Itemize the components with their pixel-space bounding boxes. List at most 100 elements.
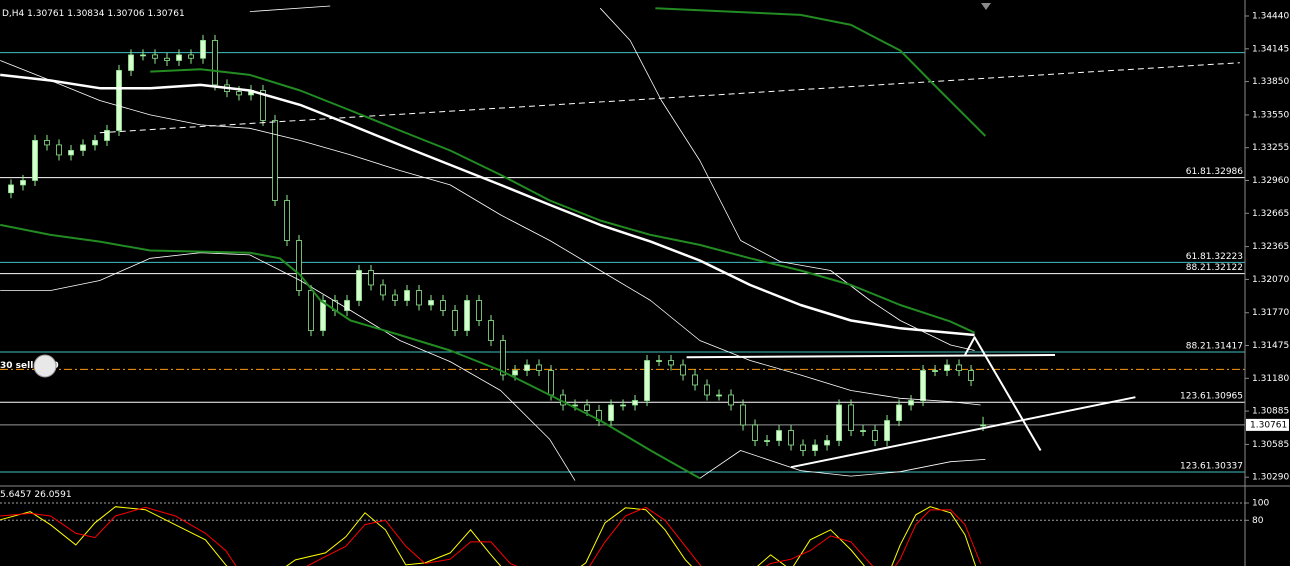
candle-body	[824, 440, 830, 446]
header-close: 1.30761	[147, 9, 184, 19]
y-tick-label: 1.33255	[1252, 143, 1289, 153]
candle-body	[932, 370, 938, 372]
candle-body	[236, 91, 242, 96]
candle-body	[296, 240, 302, 291]
candle-body	[380, 284, 386, 296]
candle-body	[896, 404, 902, 421]
candle-body	[668, 360, 674, 366]
y-tick-label: 1.33850	[1252, 77, 1289, 87]
candle-body	[44, 140, 50, 146]
candle-body	[80, 144, 86, 151]
candle-body	[920, 370, 926, 401]
overlay-line	[0, 252, 576, 481]
candle-body	[908, 400, 914, 406]
overlay-line	[790, 396, 1136, 469]
y-tick-label: 1.32960	[1252, 176, 1289, 186]
candle-body	[308, 290, 314, 331]
candle-body	[92, 140, 98, 146]
current-price: 1.30761	[1250, 420, 1287, 430]
candle-body	[524, 364, 530, 371]
candle-body	[260, 90, 266, 121]
y-tick-label: 1.31180	[1252, 374, 1289, 384]
candle-body	[740, 404, 746, 426]
price-axis: 1.34440 1.34145 1.33850 1.33550 1.33255 1.329…	[1245, 12, 1289, 526]
candle-body	[980, 424, 986, 427]
candle-body	[140, 54, 146, 57]
candle-body	[848, 404, 854, 431]
candle-body	[212, 40, 218, 86]
candle-body	[500, 340, 506, 376]
y-tick-label: 1.30585	[1252, 440, 1289, 450]
candle-body	[620, 404, 626, 407]
candle-body	[644, 360, 650, 401]
overlay-line	[249, 5, 331, 12]
candle-body	[32, 140, 38, 181]
candle-body	[728, 394, 734, 406]
y-tick-label: 1.33550	[1252, 110, 1289, 120]
candle-body	[884, 420, 890, 441]
candle-body	[476, 300, 482, 321]
candle-body	[68, 150, 74, 156]
y-tick-label: 1.32070	[1252, 275, 1289, 285]
overlay-line	[0, 60, 981, 406]
candle-body	[272, 120, 278, 201]
y-tick-label: 1.31770	[1252, 308, 1289, 318]
candle-body	[632, 400, 638, 406]
candle-body	[812, 444, 818, 451]
indicator-main-value: 5.6457	[0, 490, 32, 500]
y-tick-label: 1.32665	[1252, 209, 1289, 219]
candle-body	[680, 364, 686, 376]
indicator-panel	[0, 502, 1245, 566]
candle-body	[104, 130, 110, 141]
candle-body	[692, 374, 698, 386]
candle-body	[176, 54, 182, 61]
candle-body	[764, 440, 770, 442]
overlay-line	[655, 7, 987, 137]
y-tick-label: 1.32365	[1252, 242, 1289, 252]
candle-body	[608, 404, 614, 421]
indicator-signal-value: 26.0591	[34, 490, 71, 500]
header-high: 1.30834	[67, 9, 104, 19]
overlay-line	[964, 336, 1042, 452]
candle-body	[200, 40, 206, 59]
candle-body	[464, 300, 470, 331]
candle-body	[836, 404, 842, 441]
candle-body	[152, 54, 158, 59]
trade-marker[interactable]	[33, 354, 57, 378]
shift-marker	[981, 3, 991, 10]
chart-header: D,H4 1.30761 1.30834 1.30706 1.30761	[2, 9, 185, 19]
y-tick-label: 1.30885	[1252, 407, 1289, 417]
candle-body	[440, 300, 446, 311]
candle-body	[548, 370, 554, 396]
candle-body	[488, 320, 494, 341]
y-tick-label: 100	[1252, 499, 1269, 509]
candle-body	[512, 370, 518, 376]
y-tick-label: 1.34145	[1252, 44, 1289, 54]
overlay-line	[0, 223, 701, 480]
level-label: 61.81.32223	[1186, 252, 1243, 262]
level-label: 61.81.32986	[1186, 167, 1244, 177]
candle-body	[452, 310, 458, 331]
candle-body	[20, 180, 26, 186]
level-label: 88.21.31417	[1186, 341, 1243, 351]
candle-body	[428, 300, 434, 306]
indicator-line	[0, 506, 982, 566]
candle-body	[776, 430, 782, 441]
candle-body	[656, 360, 662, 362]
candle-body	[56, 144, 62, 156]
y-tick-label: 80	[1252, 516, 1264, 526]
candle-body	[536, 364, 542, 371]
candle-body	[392, 294, 398, 301]
candle-body	[584, 404, 590, 411]
candle-body	[872, 430, 878, 441]
candle-body	[788, 430, 794, 446]
symbol: D,H4	[2, 9, 25, 19]
y-tick-label: 1.30290	[1252, 473, 1289, 483]
overlay-line	[150, 68, 976, 334]
y-tick-label: 1.34440	[1252, 12, 1289, 22]
candle-body	[956, 364, 962, 371]
level-label: 123.61.30965	[1180, 392, 1243, 402]
candle-body	[368, 270, 374, 286]
